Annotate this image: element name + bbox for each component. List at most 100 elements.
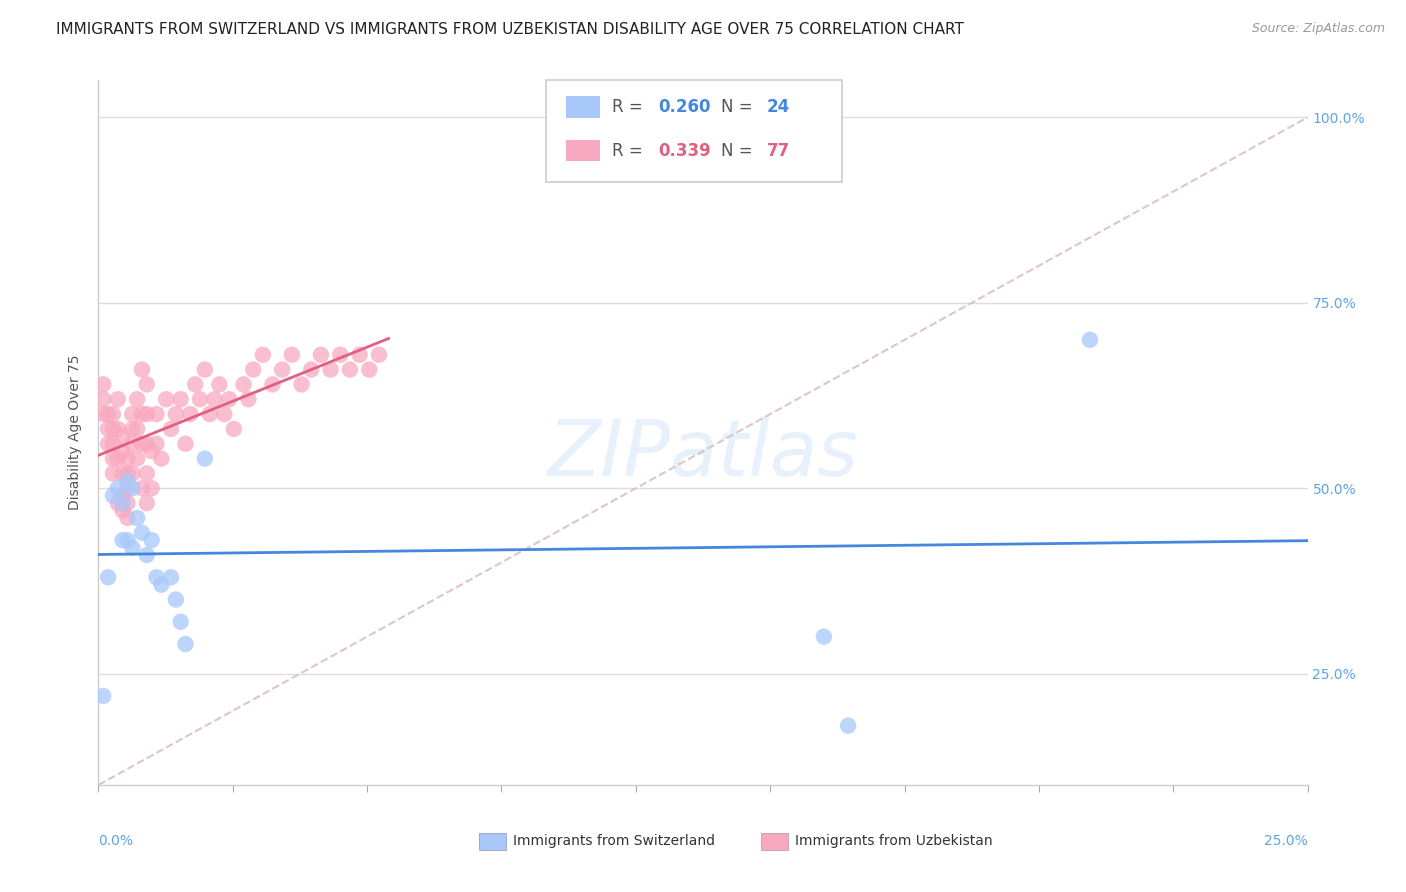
Point bbox=[188, 392, 211, 407]
Point bbox=[194, 451, 217, 466]
Point bbox=[135, 467, 157, 481]
Point bbox=[242, 362, 264, 376]
Text: R =: R = bbox=[613, 98, 648, 116]
Text: Immigrants from Switzerland: Immigrants from Switzerland bbox=[513, 834, 716, 848]
Point bbox=[329, 348, 352, 362]
Point bbox=[238, 392, 260, 407]
Point bbox=[117, 474, 139, 488]
Point bbox=[121, 481, 143, 495]
Point bbox=[141, 444, 163, 458]
Point bbox=[121, 467, 143, 481]
Point bbox=[837, 718, 859, 732]
Text: R =: R = bbox=[613, 142, 648, 160]
Point bbox=[117, 467, 139, 481]
Point bbox=[165, 407, 187, 421]
Point bbox=[107, 451, 129, 466]
Point bbox=[131, 481, 153, 495]
FancyBboxPatch shape bbox=[546, 80, 842, 183]
Point bbox=[179, 407, 201, 421]
Point bbox=[127, 451, 149, 466]
Point bbox=[121, 407, 143, 421]
Point bbox=[91, 407, 114, 421]
Point bbox=[97, 422, 120, 436]
Point bbox=[1078, 333, 1101, 347]
Point bbox=[271, 362, 294, 376]
Text: N =: N = bbox=[721, 98, 758, 116]
Point bbox=[299, 362, 322, 376]
Point bbox=[101, 489, 124, 503]
Point bbox=[184, 377, 207, 392]
Point bbox=[262, 377, 284, 392]
Point bbox=[127, 422, 149, 436]
Point bbox=[150, 577, 173, 591]
Point bbox=[127, 392, 149, 407]
Point bbox=[107, 422, 129, 436]
Point bbox=[135, 436, 157, 450]
Point bbox=[145, 570, 167, 584]
Text: Immigrants from Uzbekistan: Immigrants from Uzbekistan bbox=[794, 834, 993, 848]
Point bbox=[252, 348, 274, 362]
Point bbox=[101, 407, 124, 421]
Text: 0.260: 0.260 bbox=[658, 98, 711, 116]
Point bbox=[218, 392, 240, 407]
Point bbox=[97, 436, 120, 450]
Point bbox=[165, 592, 187, 607]
Point bbox=[111, 496, 134, 510]
FancyBboxPatch shape bbox=[567, 140, 600, 161]
Point bbox=[101, 467, 124, 481]
Point bbox=[145, 436, 167, 450]
Point bbox=[111, 503, 134, 517]
Point bbox=[135, 496, 157, 510]
Point bbox=[121, 436, 143, 450]
Point bbox=[135, 548, 157, 562]
Text: N =: N = bbox=[721, 142, 758, 160]
Point bbox=[117, 496, 139, 510]
Text: IMMIGRANTS FROM SWITZERLAND VS IMMIGRANTS FROM UZBEKISTAN DISABILITY AGE OVER 75: IMMIGRANTS FROM SWITZERLAND VS IMMIGRANT… bbox=[56, 22, 965, 37]
Point bbox=[121, 541, 143, 555]
Point bbox=[111, 533, 134, 548]
Point bbox=[117, 511, 139, 525]
Point bbox=[155, 392, 177, 407]
Text: 24: 24 bbox=[768, 98, 790, 116]
Point bbox=[204, 392, 226, 407]
Point bbox=[160, 422, 183, 436]
Text: 0.339: 0.339 bbox=[658, 142, 711, 160]
Point bbox=[127, 511, 149, 525]
Point bbox=[290, 377, 312, 392]
Point bbox=[107, 481, 129, 495]
Point bbox=[222, 422, 245, 436]
Point bbox=[91, 392, 114, 407]
Point bbox=[141, 481, 163, 495]
FancyBboxPatch shape bbox=[479, 833, 506, 850]
Text: Source: ZipAtlas.com: Source: ZipAtlas.com bbox=[1251, 22, 1385, 36]
Point bbox=[117, 481, 139, 495]
Point bbox=[174, 436, 197, 450]
Point bbox=[91, 689, 114, 703]
Point bbox=[121, 422, 143, 436]
Point bbox=[107, 496, 129, 510]
Point bbox=[111, 429, 134, 443]
Point bbox=[813, 630, 835, 644]
Text: 77: 77 bbox=[768, 142, 790, 160]
Point bbox=[169, 615, 191, 629]
Point bbox=[101, 451, 124, 466]
Point bbox=[145, 407, 167, 421]
Point bbox=[194, 362, 217, 376]
Point bbox=[111, 467, 134, 481]
Point bbox=[160, 570, 183, 584]
Point bbox=[101, 436, 124, 450]
Text: ZIPatlas: ZIPatlas bbox=[547, 416, 859, 491]
Point bbox=[111, 444, 134, 458]
Point bbox=[319, 362, 342, 376]
Point bbox=[232, 377, 254, 392]
Point bbox=[349, 348, 371, 362]
Point bbox=[339, 362, 361, 376]
Point bbox=[117, 451, 139, 466]
Text: 0.0%: 0.0% bbox=[98, 834, 134, 848]
Point bbox=[91, 377, 114, 392]
Point bbox=[281, 348, 304, 362]
Point bbox=[368, 348, 391, 362]
Point bbox=[131, 525, 153, 540]
Point bbox=[107, 392, 129, 407]
Point bbox=[174, 637, 197, 651]
